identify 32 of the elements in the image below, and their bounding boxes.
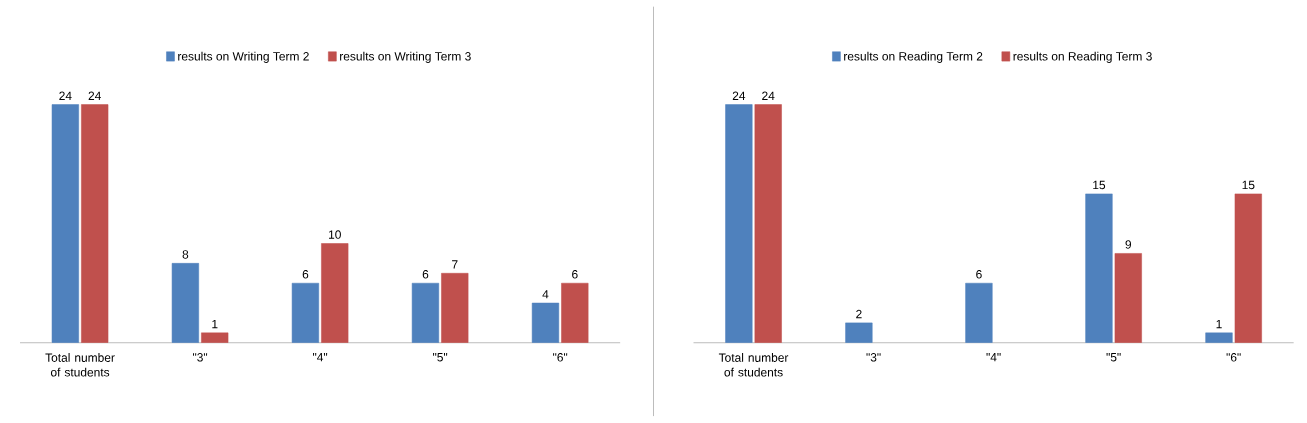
x-tick-label: "5" (1106, 353, 1121, 362)
data-label: 6 (302, 270, 309, 279)
data-label: 6 (976, 270, 982, 279)
x-tick-label: "4" (986, 353, 1001, 362)
legend-label: results on Writing Term 2 (178, 51, 309, 64)
legend-label: results on Reading Term 3 (1013, 51, 1152, 64)
x-tick-label: Total number of students (45, 353, 115, 377)
x-tick-label: "6" (1226, 353, 1241, 362)
x-tick-label: "6" (553, 353, 568, 362)
data-label: 15 (1093, 180, 1106, 190)
x-tick-label: "3" (866, 353, 881, 362)
data-label: 7 (452, 260, 458, 269)
data-label: 24 (88, 91, 101, 101)
x-tick-label: Total number of students (718, 353, 789, 377)
data-label: 24 (762, 91, 775, 101)
data-label: 4 (542, 290, 549, 299)
x-tick-label: "5" (433, 353, 448, 362)
data-label: 24 (732, 91, 746, 101)
data-label: 10 (329, 230, 341, 239)
data-label: 24 (59, 91, 72, 101)
legend-label: results on Reading Term 2 (844, 51, 983, 64)
data-label: 1 (212, 320, 218, 329)
legend-label: results on Writing Term 3 (340, 51, 471, 64)
data-label: 15 (1242, 180, 1255, 190)
x-tick-label: "4" (313, 353, 328, 362)
data-label: 8 (182, 250, 189, 259)
data-label: 1 (1216, 320, 1222, 329)
data-label: 9 (1125, 240, 1132, 249)
data-label: 6 (572, 270, 578, 279)
x-tick-label: "3" (192, 353, 208, 362)
data-label: 2 (856, 309, 862, 319)
data-label: 6 (422, 270, 429, 279)
